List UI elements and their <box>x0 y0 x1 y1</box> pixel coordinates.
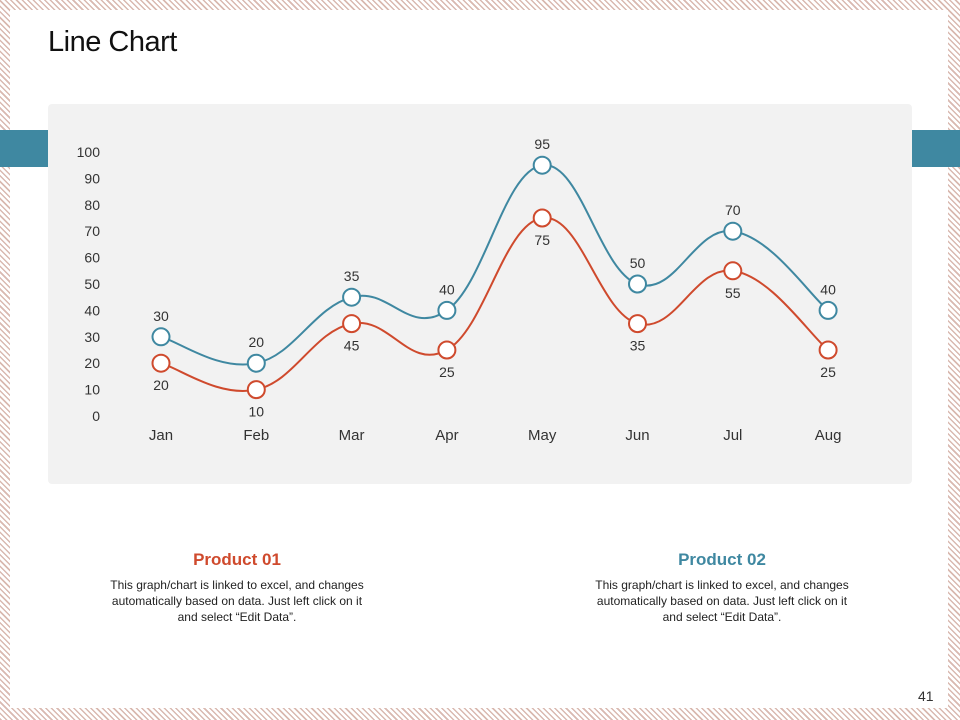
y-tick-label: 0 <box>92 408 100 424</box>
chart-panel: 0 10 20 30 40 50 60 70 80 90 100 Jan Feb Mar Apr May Jun… <box>48 104 912 484</box>
data-point-product-01 <box>437 340 457 360</box>
data-label-product-02: 40 <box>439 281 455 297</box>
y-tick-label: 10 <box>84 382 100 398</box>
data-label-product-01: 45 <box>344 338 360 354</box>
x-tick-label: May <box>528 427 557 444</box>
product-02-block: Product 02 This graph/chart is linked to… <box>592 550 852 625</box>
data-label-product-02: 40 <box>820 281 836 297</box>
accent-band-right <box>912 130 960 167</box>
data-point-product-01 <box>246 380 266 400</box>
y-tick-label: 40 <box>84 302 100 318</box>
product-02-title: Product 02 <box>678 550 766 569</box>
data-label-product-02: 50 <box>630 255 646 271</box>
data-label-product-02: 30 <box>153 308 169 324</box>
y-tick-label: 80 <box>84 197 100 213</box>
product-02-description: This graph/chart is linked to excel, and… <box>595 578 849 624</box>
data-label-product-01: 55 <box>725 285 741 301</box>
x-tick-label: Aug <box>815 427 842 444</box>
product-01-title: Product 01 <box>193 550 281 569</box>
data-point-product-01 <box>532 208 552 228</box>
y-tick-label: 90 <box>84 170 100 186</box>
data-point-product-02 <box>818 300 838 320</box>
data-point-product-02 <box>532 155 552 175</box>
x-tick-label: Mar <box>339 427 365 444</box>
y-tick-label: 60 <box>84 250 100 266</box>
product-01-description: This graph/chart is linked to excel, and… <box>110 578 364 624</box>
data-point-product-02 <box>246 353 266 373</box>
page-number: 41 <box>918 688 934 704</box>
x-tick-label: Jun <box>625 427 649 444</box>
data-point-product-02 <box>151 327 171 347</box>
accent-band-left <box>0 130 48 167</box>
data-point-product-01 <box>818 340 838 360</box>
series-line-product-02 <box>160 164 829 366</box>
page-title: Line Chart <box>48 26 177 58</box>
data-point-product-02 <box>628 274 647 294</box>
x-tick-label: Jul <box>723 427 742 444</box>
data-point-product-01 <box>151 353 171 373</box>
data-point-product-01 <box>342 314 362 334</box>
data-label-product-01: 35 <box>630 338 646 354</box>
data-label-product-01: 10 <box>249 404 265 420</box>
x-tick-label: Feb <box>243 427 269 444</box>
data-point-product-01 <box>628 314 647 334</box>
data-label-product-01: 75 <box>534 232 550 248</box>
data-label-product-02: 95 <box>534 136 550 152</box>
series-line-product-01 <box>160 216 829 392</box>
data-point-product-01 <box>723 261 743 281</box>
y-tick-label: 30 <box>84 329 100 345</box>
data-label-product-02: 70 <box>725 202 741 218</box>
x-tick-label: Apr <box>435 427 458 444</box>
data-point-product-02 <box>437 300 457 320</box>
y-tick-label: 70 <box>84 223 100 239</box>
data-label-product-01: 25 <box>820 364 836 380</box>
x-tick-label: Jan <box>149 427 173 444</box>
data-label-product-02: 35 <box>344 268 360 284</box>
data-point-product-02 <box>723 221 743 241</box>
line-chart: 0 10 20 30 40 50 60 70 80 90 100 Jan Feb Mar Apr May Jun… <box>77 136 842 444</box>
data-label-product-02: 20 <box>249 334 265 350</box>
data-label-product-01: 20 <box>153 377 169 393</box>
y-tick-label: 20 <box>84 355 100 371</box>
y-tick-label: 50 <box>84 276 100 292</box>
y-tick-label: 100 <box>77 144 101 160</box>
product-01-block: Product 01 This graph/chart is linked to… <box>107 550 367 625</box>
data-point-product-02 <box>342 287 362 307</box>
data-label-product-01: 25 <box>439 364 455 380</box>
